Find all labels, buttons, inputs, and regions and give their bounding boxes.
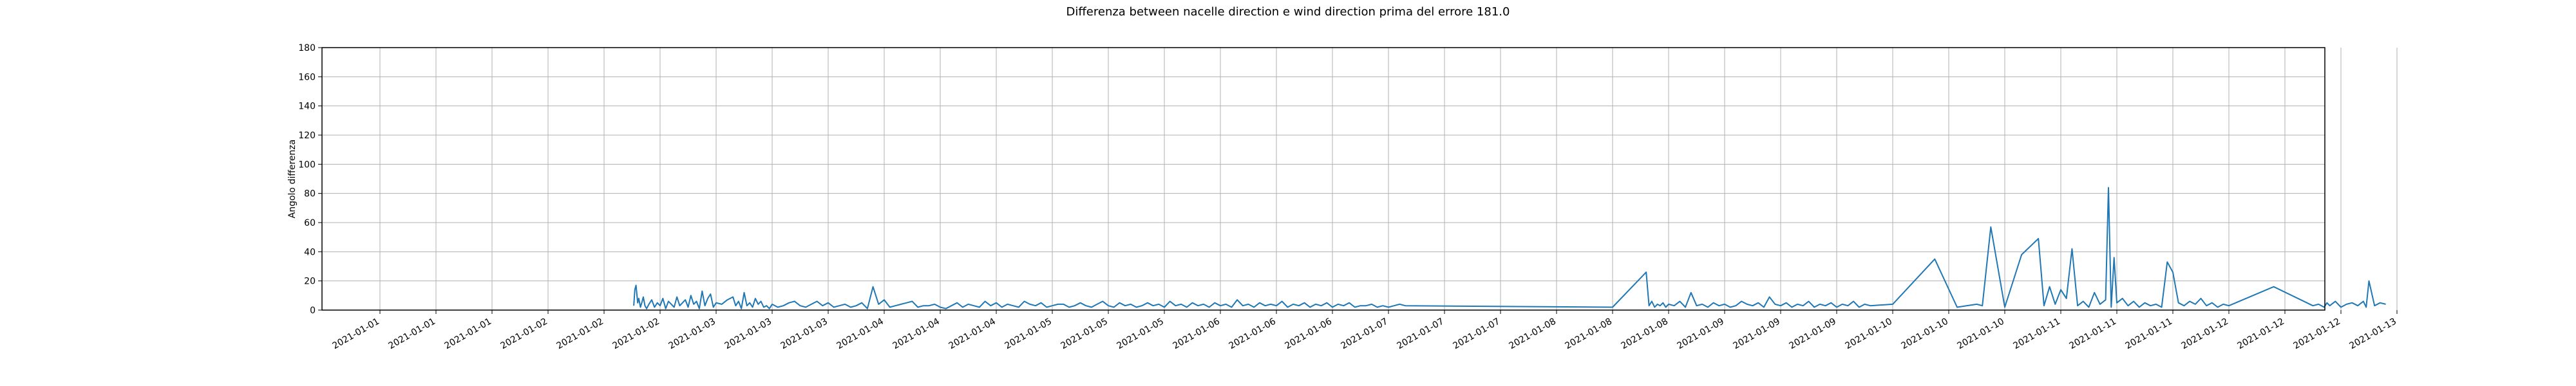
x-tick-label: 2021-01-06 <box>1171 317 1222 352</box>
x-tick-label: 2021-01-13 <box>2348 317 2398 352</box>
y-tick-label: 100 <box>298 160 316 170</box>
x-tick-label: 2021-01-06 <box>1227 317 1278 352</box>
x-tick-label: 2021-01-05 <box>1059 317 1110 352</box>
x-tick-label: 2021-01-11 <box>2012 317 2062 352</box>
x-tick-label: 2021-01-08 <box>1620 317 1670 352</box>
x-tick-label: 2021-01-04 <box>891 317 942 352</box>
x-tick-label: 2021-01-09 <box>1676 317 1726 352</box>
x-tick-label: 2021-01-12 <box>2236 317 2286 352</box>
x-tick-label: 2021-01-06 <box>1283 317 1334 352</box>
y-axis-label: Angolo differenza <box>287 140 298 219</box>
x-tick-label: 2021-01-02 <box>611 317 661 352</box>
y-axis-ticks: 0 20 40 60 80 100 120 140 160 180 <box>298 43 322 316</box>
y-tick-label: 180 <box>298 43 316 53</box>
plot-frame <box>321 47 2325 311</box>
y-tick-label: 120 <box>298 131 316 141</box>
y-tick-label: 20 <box>304 277 316 287</box>
x-tick-label: 2021-01-08 <box>1564 317 1614 352</box>
x-tick-label: 2021-01-04 <box>835 317 886 352</box>
y-tick-label: 160 <box>298 72 316 82</box>
x-tick-label: 2021-01-10 <box>1844 317 1894 352</box>
x-tick-label: 2021-01-01 <box>387 317 437 352</box>
x-tick-label: 2021-01-07 <box>1340 317 1390 352</box>
x-tick-label: 2021-01-05 <box>1003 317 1054 352</box>
x-tick-label: 2021-01-11 <box>2068 317 2118 352</box>
x-tick-label: 2021-01-02 <box>499 317 549 352</box>
x-tick-label: 2021-01-10 <box>1956 317 2006 352</box>
series-group <box>633 187 2386 309</box>
x-tick-label: 2021-01-09 <box>1788 317 1838 352</box>
x-axis-ticks: 2021-01-01 2021-01-01 2021-01-01 2021-01-02… <box>331 310 2398 351</box>
y-tick-label: 40 <box>304 247 316 257</box>
x-tick-label: 2021-01-05 <box>1115 317 1166 352</box>
y-tick-label: 80 <box>304 189 316 199</box>
x-tick-label: 2021-01-09 <box>1732 317 1782 352</box>
x-tick-label: 2021-01-10 <box>1900 317 1950 352</box>
x-tick-label: 2021-01-01 <box>443 317 493 352</box>
x-tick-label: 2021-01-01 <box>331 317 381 352</box>
x-tick-label: 2021-01-07 <box>1396 317 1446 352</box>
x-tick-label: 2021-01-03 <box>723 317 773 352</box>
x-tick-label: 2021-01-03 <box>779 317 829 352</box>
y-tick-label: 0 <box>310 306 316 316</box>
x-tick-label: 2021-01-12 <box>2292 317 2342 352</box>
x-tick-label: 2021-01-08 <box>1508 317 1558 352</box>
series-line <box>633 187 2386 309</box>
x-tick-label: 2021-01-04 <box>947 317 998 352</box>
x-tick-label: 2021-01-12 <box>2180 317 2230 352</box>
x-tick-label: 2021-01-11 <box>2124 317 2174 352</box>
chart-title: Differenza between nacelle direction e w… <box>1066 5 1510 19</box>
y-tick-label: 140 <box>298 102 316 112</box>
x-tick-label: 2021-01-07 <box>1452 317 1502 352</box>
y-tick-label: 60 <box>304 218 316 228</box>
grid-lines <box>322 47 2398 311</box>
x-tick-label: 2021-01-03 <box>667 317 717 352</box>
x-tick-label: 2021-01-02 <box>555 317 605 352</box>
